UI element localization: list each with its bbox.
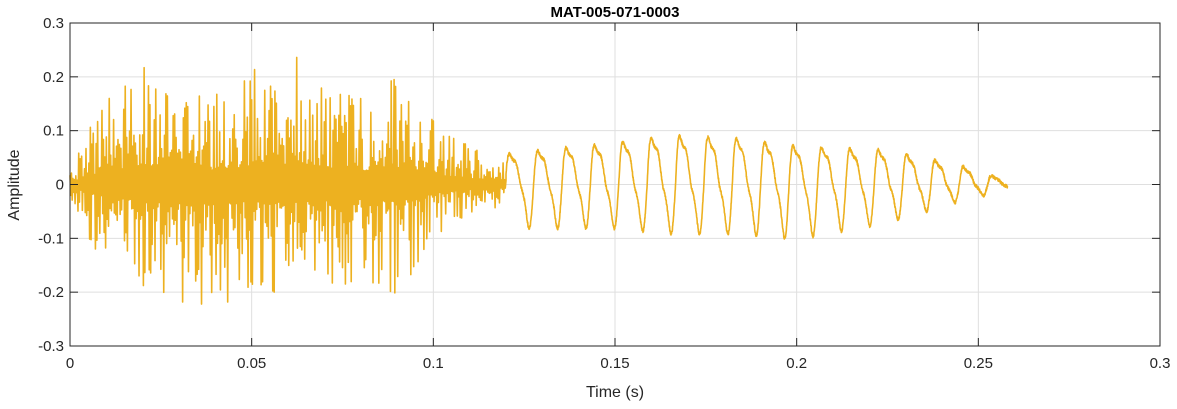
y-tick-label: 0.1: [43, 123, 64, 140]
x-tick-label: 0.15: [600, 355, 629, 372]
series-layer: [69, 56, 1009, 305]
y-tick-label: 0.3: [43, 15, 64, 32]
x-tick-label: 0.05: [237, 355, 266, 372]
x-tick-label: 0.1: [423, 355, 444, 372]
y-axis-label: Amplitude: [6, 149, 23, 220]
signal-line: [69, 56, 1009, 305]
x-tick-label: 0.2: [786, 355, 807, 372]
x-axis-label: Time (s): [586, 384, 644, 401]
chart-title: MAT-005-071-0003: [551, 4, 680, 21]
ticks: 0 0.05 0.1 0.15 0.2 0.25 0.3 -0.3 -0.2 -0.1 0 0.1 0.…: [38, 15, 1170, 372]
x-tick-label: 0: [66, 355, 74, 372]
x-tick-label: 0.25: [964, 355, 993, 372]
y-tick-label: -0.2: [38, 284, 64, 301]
y-tick-label: 0.2: [43, 69, 64, 86]
y-tick-label: -0.3: [38, 338, 64, 355]
y-tick-label: -0.1: [38, 230, 64, 247]
x-tick-label: 0.3: [1150, 355, 1171, 372]
y-tick-label: 0: [56, 177, 64, 194]
